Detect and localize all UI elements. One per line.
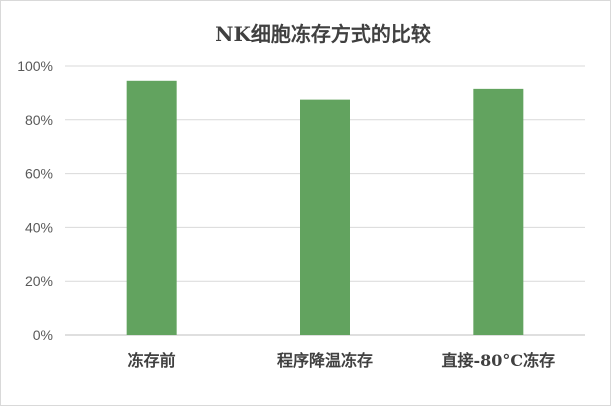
x-axis-ticks: 冻存前 程序降温冻存 直接-80°C冻存 (128, 351, 556, 370)
chart-title: NK细胞冻存方式的比较 (215, 22, 431, 46)
y-tick-label: 80% (25, 112, 53, 128)
x-tick-label: 程序降温冻存 (277, 351, 373, 370)
y-tick-label: 100% (17, 58, 53, 74)
bar (473, 88, 524, 336)
bar (126, 80, 177, 335)
y-tick-label: 20% (25, 273, 53, 289)
x-tick-label: 直接-80°C冻存 (442, 351, 556, 370)
x-tick-label: 冻存前 (128, 351, 176, 370)
y-tick-label: 60% (25, 166, 53, 182)
y-tick-label: 40% (25, 219, 53, 235)
y-axis-ticks: 0% 20% 40% 60% 80% 100% (17, 58, 53, 343)
bar (300, 99, 350, 335)
y-tick-label: 0% (33, 327, 53, 343)
bars (126, 80, 524, 336)
